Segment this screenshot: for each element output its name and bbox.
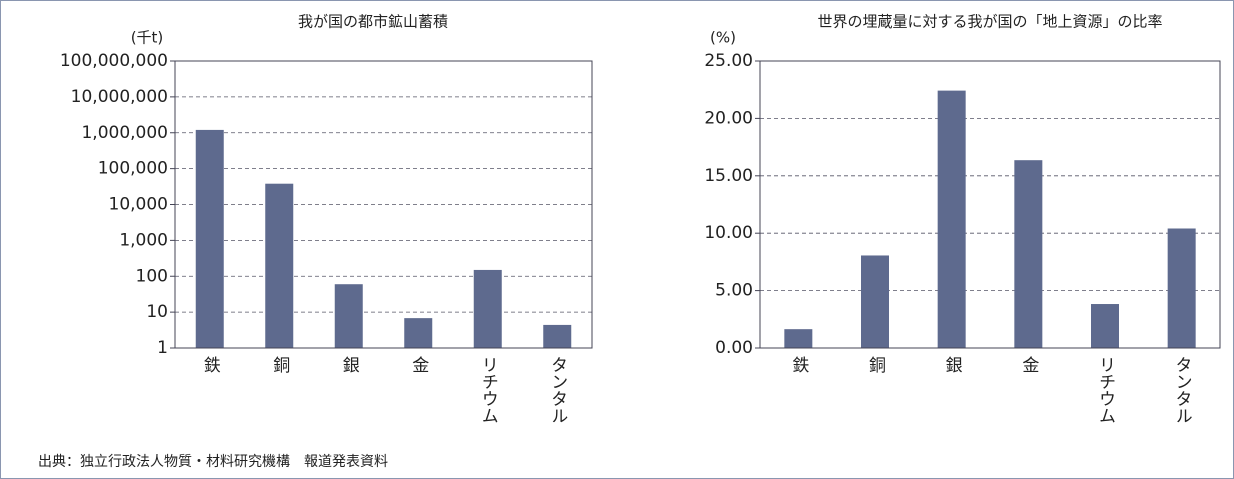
y-tick-label: 1,000,000 (81, 123, 168, 143)
bar (473, 269, 502, 348)
y-tick-label: 100,000 (98, 159, 168, 179)
y-tick-label: 10,000 (109, 195, 168, 215)
x-tick-label: タンタル (547, 356, 567, 424)
y-tick-label: 10.00 (704, 223, 753, 243)
x-tick-label: 銀 (942, 356, 963, 373)
y-tick-label: 25.00 (704, 51, 753, 71)
x-tick-label: 銀 (339, 356, 360, 373)
y-tick-label: 10 (146, 302, 168, 322)
x-tick-label: 鉄 (788, 356, 809, 373)
y-tick-label: 100 (136, 266, 168, 286)
x-tick-label: 銅 (269, 356, 290, 373)
x-tick-label: 金 (408, 356, 429, 373)
x-tick-label: 銅 (865, 356, 886, 373)
y-tick-label: 100,000,000 (60, 51, 168, 71)
bar (937, 90, 966, 348)
bar (1167, 228, 1196, 348)
bar (334, 284, 363, 348)
bar (861, 255, 889, 348)
bar (1091, 304, 1119, 348)
bar (784, 329, 813, 348)
y-tick-label: 15.00 (704, 166, 753, 186)
plot-border (174, 60, 593, 349)
bar (404, 318, 433, 348)
plot-border (759, 60, 1221, 349)
bar (195, 129, 224, 348)
y-tick-label: 1,000 (119, 230, 168, 250)
x-tick-label: 金 (1018, 356, 1039, 373)
x-tick-label: 鉄 (200, 356, 221, 373)
y-tick-label: 20.00 (704, 108, 753, 128)
bar (1014, 160, 1043, 348)
y-tick-label: 1 (157, 338, 168, 358)
chart-title: 我が国の都市鉱山蓄積 (298, 13, 448, 31)
y-axis-unit: (%) (710, 29, 736, 47)
y-tick-label: 5.00 (715, 281, 753, 301)
source-note: 出典：独立行政法人物質・材料研究機構 報道発表資料 (38, 454, 388, 470)
x-tick-label: リチウム (1095, 356, 1115, 424)
y-tick-label: 0.00 (715, 338, 753, 358)
bar (265, 183, 294, 348)
bar (543, 324, 572, 348)
x-tick-label: タンタル (1172, 356, 1192, 424)
y-axis-unit: (千t) (131, 29, 164, 47)
x-tick-label: リチウム (478, 356, 498, 424)
chart-title: 世界の埋蔵量に対する我が国の「地上資源」の比率 (817, 13, 1162, 31)
y-tick-label: 10,000,000 (71, 87, 168, 107)
